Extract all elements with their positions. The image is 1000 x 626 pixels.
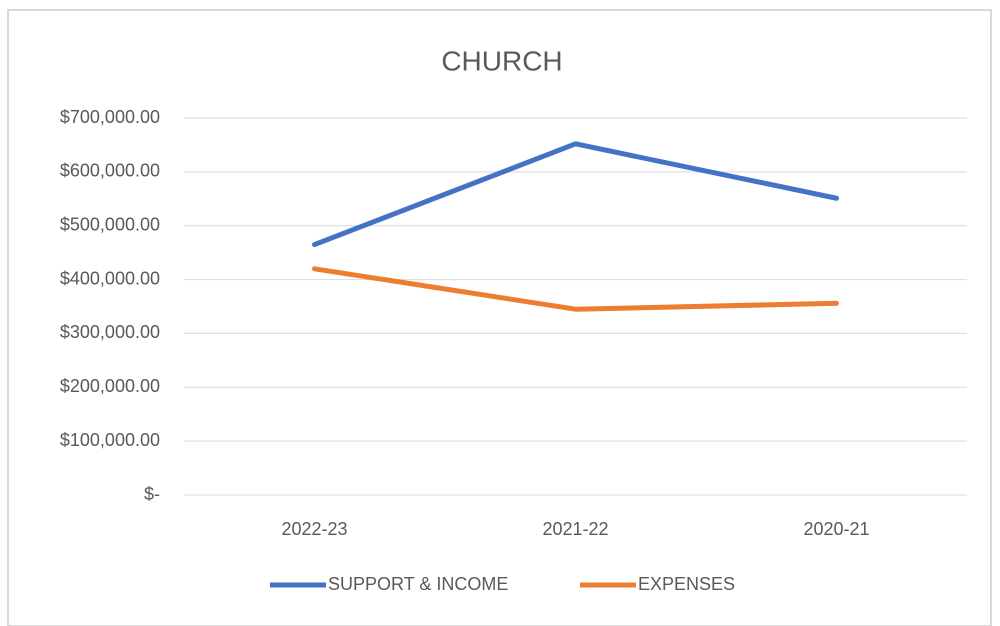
y-tick-label: $- (144, 484, 160, 504)
x-tick-label: 2022-23 (281, 519, 347, 539)
y-tick-label: $200,000.00 (60, 376, 160, 396)
legend-label: EXPENSES (638, 574, 735, 594)
chart-title: CHURCH (441, 45, 562, 76)
x-tick-label: 2020-21 (803, 519, 869, 539)
series-line (312, 141, 839, 248)
y-tick-label: $400,000.00 (60, 268, 160, 288)
y-tick-label: $300,000.00 (60, 322, 160, 342)
x-tick-label: 2021-22 (542, 519, 608, 539)
y-tick-label: $700,000.00 (60, 107, 160, 127)
y-tick-label: $100,000.00 (60, 430, 160, 450)
y-tick-label: $500,000.00 (60, 214, 160, 234)
chart-border (7, 9, 992, 626)
series-line (312, 266, 839, 312)
legend-label: SUPPORT & INCOME (328, 574, 508, 594)
y-tick-label: $600,000.00 (60, 161, 160, 181)
